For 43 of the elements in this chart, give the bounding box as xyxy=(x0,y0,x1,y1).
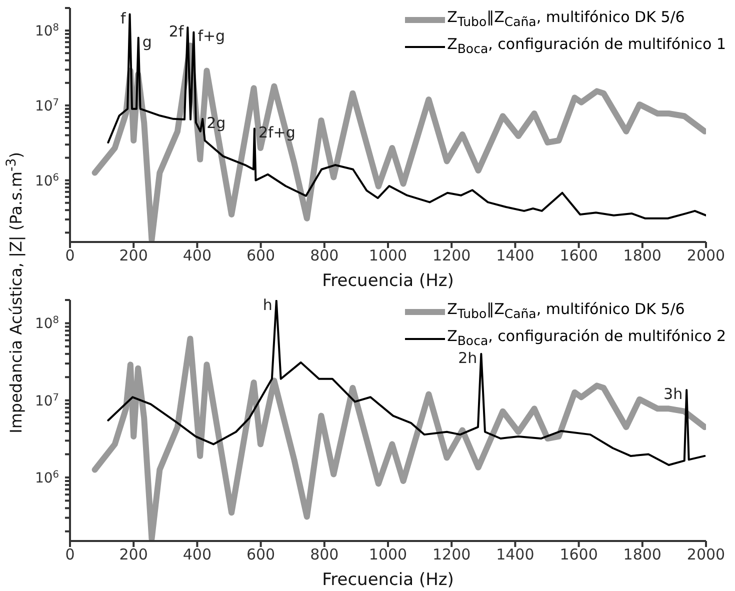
x-axis-title: Frecuencia (Hz) xyxy=(322,271,454,291)
legend-label: Z$_{Tubo}$‖Z$_{Caña}$, multifónico DK 5/6 xyxy=(447,299,685,323)
x-tick-label: 1400 xyxy=(496,246,534,265)
y-tick-label: 10$^{6}$ xyxy=(34,172,59,190)
x-tick-label: 1800 xyxy=(623,546,662,564)
y-tick-label: 10$^{8}$ xyxy=(34,22,59,40)
annotation: 3h xyxy=(664,385,683,404)
x-tick-label: 600 xyxy=(246,246,276,265)
annotation: g xyxy=(142,32,152,51)
x-tick-label: 2000 xyxy=(686,546,726,564)
annotation: 2h xyxy=(458,348,478,367)
x-tick-label: 1000 xyxy=(368,546,408,564)
x-tick-label: 600 xyxy=(246,546,276,564)
x-tick-label: 800 xyxy=(310,246,339,265)
x-axis-title: Frecuencia (Hz) xyxy=(322,570,454,590)
annotation: f xyxy=(120,9,127,28)
x-tick-label: 0 xyxy=(65,546,75,564)
x-tick-label: 1600 xyxy=(560,546,598,564)
annotation: 2g xyxy=(206,114,226,132)
x-tick-label: 0 xyxy=(65,246,75,265)
x-tick-label: 2000 xyxy=(686,246,726,265)
x-tick-label: 1400 xyxy=(496,546,534,564)
legend-label: Z$_{Boca}$, configuración de multifónico 1 xyxy=(447,34,726,58)
x-tick-label: 800 xyxy=(310,546,339,564)
annotation: 2f xyxy=(168,22,184,40)
x-tick-label: 400 xyxy=(182,546,212,564)
y-tick-label: 10$^{7}$ xyxy=(34,96,59,114)
x-tick-label: 1000 xyxy=(368,246,408,265)
x-tick-label: 200 xyxy=(119,246,148,265)
x-tick-label: 200 xyxy=(119,546,148,564)
x-tick-label: 400 xyxy=(182,246,212,265)
annotation: 2f+g xyxy=(258,124,296,142)
y-tick-label: 10$^{8}$ xyxy=(34,314,59,332)
annotation: f+g xyxy=(198,27,226,46)
x-tick-label: 1200 xyxy=(432,546,471,564)
x-tick-label: 1800 xyxy=(623,246,662,265)
x-tick-label: 1200 xyxy=(432,246,471,265)
legend-label: Z$_{Boca}$, configuración de multifónico 2 xyxy=(447,327,726,348)
y-tick-label: 10$^{7}$ xyxy=(34,392,59,410)
y-tick-label: 10$^{6}$ xyxy=(34,468,59,486)
legend-label: Z$_{Tubo}$‖Z$_{Caña}$, multifónico DK 5/6 xyxy=(447,7,685,31)
annotation: h xyxy=(262,296,272,314)
x-tick-label: 1600 xyxy=(560,246,598,265)
